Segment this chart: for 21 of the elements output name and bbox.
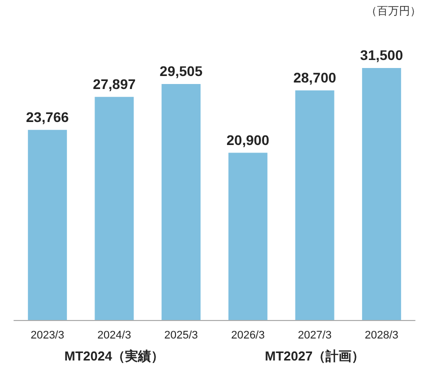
bar [362,68,402,320]
x-tick-label: 2023/3 [30,330,64,342]
data-label: 28,700 [293,69,336,86]
bar [228,152,268,320]
text: MT2024（実績） [64,348,164,364]
bar [295,90,334,320]
bar [162,84,201,320]
x-tick-label: 2025/3 [164,330,198,342]
data-label: 29,505 [160,62,203,79]
bar [94,96,134,320]
bar [28,130,67,320]
data-label: 20,900 [226,132,270,148]
text: MT2027（計画） [264,348,365,364]
data-label: 31,500 [360,47,404,63]
x-tick-label: 2024/3 [97,330,132,342]
x-tick-label: 2026/3 [231,330,265,342]
x-tick-label: 2028/3 [364,330,398,342]
text: （百万円） [366,6,421,18]
data-label: 23,766 [26,108,70,125]
x-tick-label: 2027/3 [298,330,332,342]
data-label: 27,897 [92,76,136,92]
